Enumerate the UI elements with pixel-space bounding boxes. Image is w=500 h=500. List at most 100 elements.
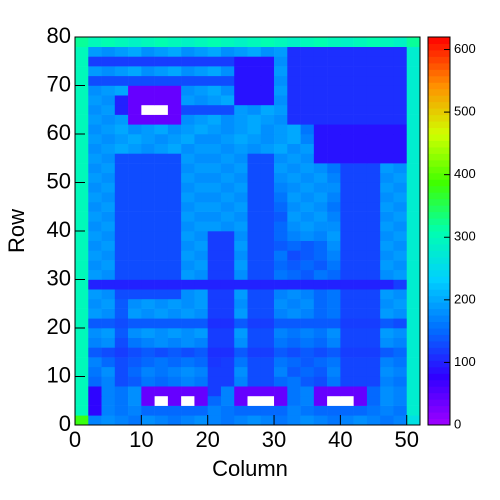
colorbar-tick-label: 200 (454, 291, 476, 306)
cell (181, 289, 195, 300)
cell (234, 124, 248, 135)
cell (114, 289, 129, 300)
x-tick-label: 40 (328, 427, 352, 452)
cell (101, 250, 116, 261)
cell (128, 37, 142, 47)
cell (353, 357, 368, 368)
cell (380, 395, 394, 406)
cell (128, 298, 142, 309)
cell (366, 415, 381, 426)
cell (406, 221, 421, 232)
cell (88, 124, 102, 135)
cell (300, 134, 315, 144)
cell (234, 308, 248, 319)
cell (141, 85, 155, 96)
cell (247, 298, 262, 309)
cell (393, 56, 408, 67)
cell (313, 104, 328, 115)
cell (353, 153, 368, 164)
cell (260, 415, 275, 426)
cell (327, 260, 341, 271)
cell (154, 211, 169, 222)
cell (380, 328, 394, 338)
cell (220, 415, 235, 426)
cell (207, 182, 222, 193)
cell (234, 405, 248, 416)
cell (353, 56, 368, 67)
cell (220, 376, 235, 387)
cell (181, 104, 195, 115)
cell (340, 85, 354, 96)
cell (88, 405, 102, 416)
cell (141, 182, 155, 193)
cell (366, 231, 381, 241)
cell (327, 376, 341, 387)
cell (114, 337, 129, 348)
cell (234, 143, 248, 154)
cell (141, 298, 155, 309)
cell (340, 124, 354, 135)
cell (75, 153, 89, 164)
cell (128, 163, 142, 174)
cell (247, 163, 262, 174)
cell (366, 66, 381, 77)
cell (128, 66, 142, 77)
cell (167, 37, 182, 47)
cell (141, 95, 155, 106)
cell (101, 376, 116, 387)
cell (88, 308, 102, 319)
colorbar-segment (428, 302, 450, 310)
cell (366, 172, 381, 183)
cell (88, 386, 102, 397)
cell (167, 415, 182, 426)
cell (101, 269, 116, 280)
cell (393, 95, 408, 106)
cell (287, 289, 301, 300)
cell (75, 337, 89, 348)
cell (75, 240, 89, 251)
colorbar-segment (428, 192, 450, 200)
cell (313, 182, 328, 193)
cell (353, 240, 368, 251)
cell (234, 201, 248, 212)
cell (353, 395, 368, 406)
cell (167, 250, 182, 261)
cell (128, 415, 142, 426)
cell (313, 75, 328, 86)
cell (327, 211, 341, 222)
cell (340, 192, 354, 203)
cell (406, 337, 421, 348)
cell (128, 386, 142, 397)
cell (300, 289, 315, 300)
cell (287, 95, 301, 106)
cell (141, 337, 155, 348)
cell (366, 192, 381, 203)
cell (380, 56, 394, 67)
cell (207, 405, 222, 416)
cell (167, 104, 182, 115)
cell (194, 56, 208, 67)
cell (313, 366, 328, 377)
cell (220, 143, 235, 154)
cell (181, 134, 195, 144)
cell (327, 386, 341, 397)
cell (88, 357, 102, 368)
colorbar-segment (428, 263, 450, 271)
cell (234, 114, 248, 125)
cell (101, 192, 116, 203)
cell (353, 163, 368, 174)
cell (300, 318, 315, 329)
cell (181, 298, 195, 309)
cell (380, 279, 394, 290)
cell (114, 221, 129, 232)
cell (353, 201, 368, 212)
cell (88, 337, 102, 348)
cell (88, 211, 102, 222)
cell (274, 56, 288, 67)
cell (340, 347, 354, 358)
colorbar-segment (428, 185, 450, 193)
colorbar-segment (428, 88, 450, 96)
cell (366, 260, 381, 271)
cell (366, 134, 381, 144)
cell (327, 405, 341, 416)
